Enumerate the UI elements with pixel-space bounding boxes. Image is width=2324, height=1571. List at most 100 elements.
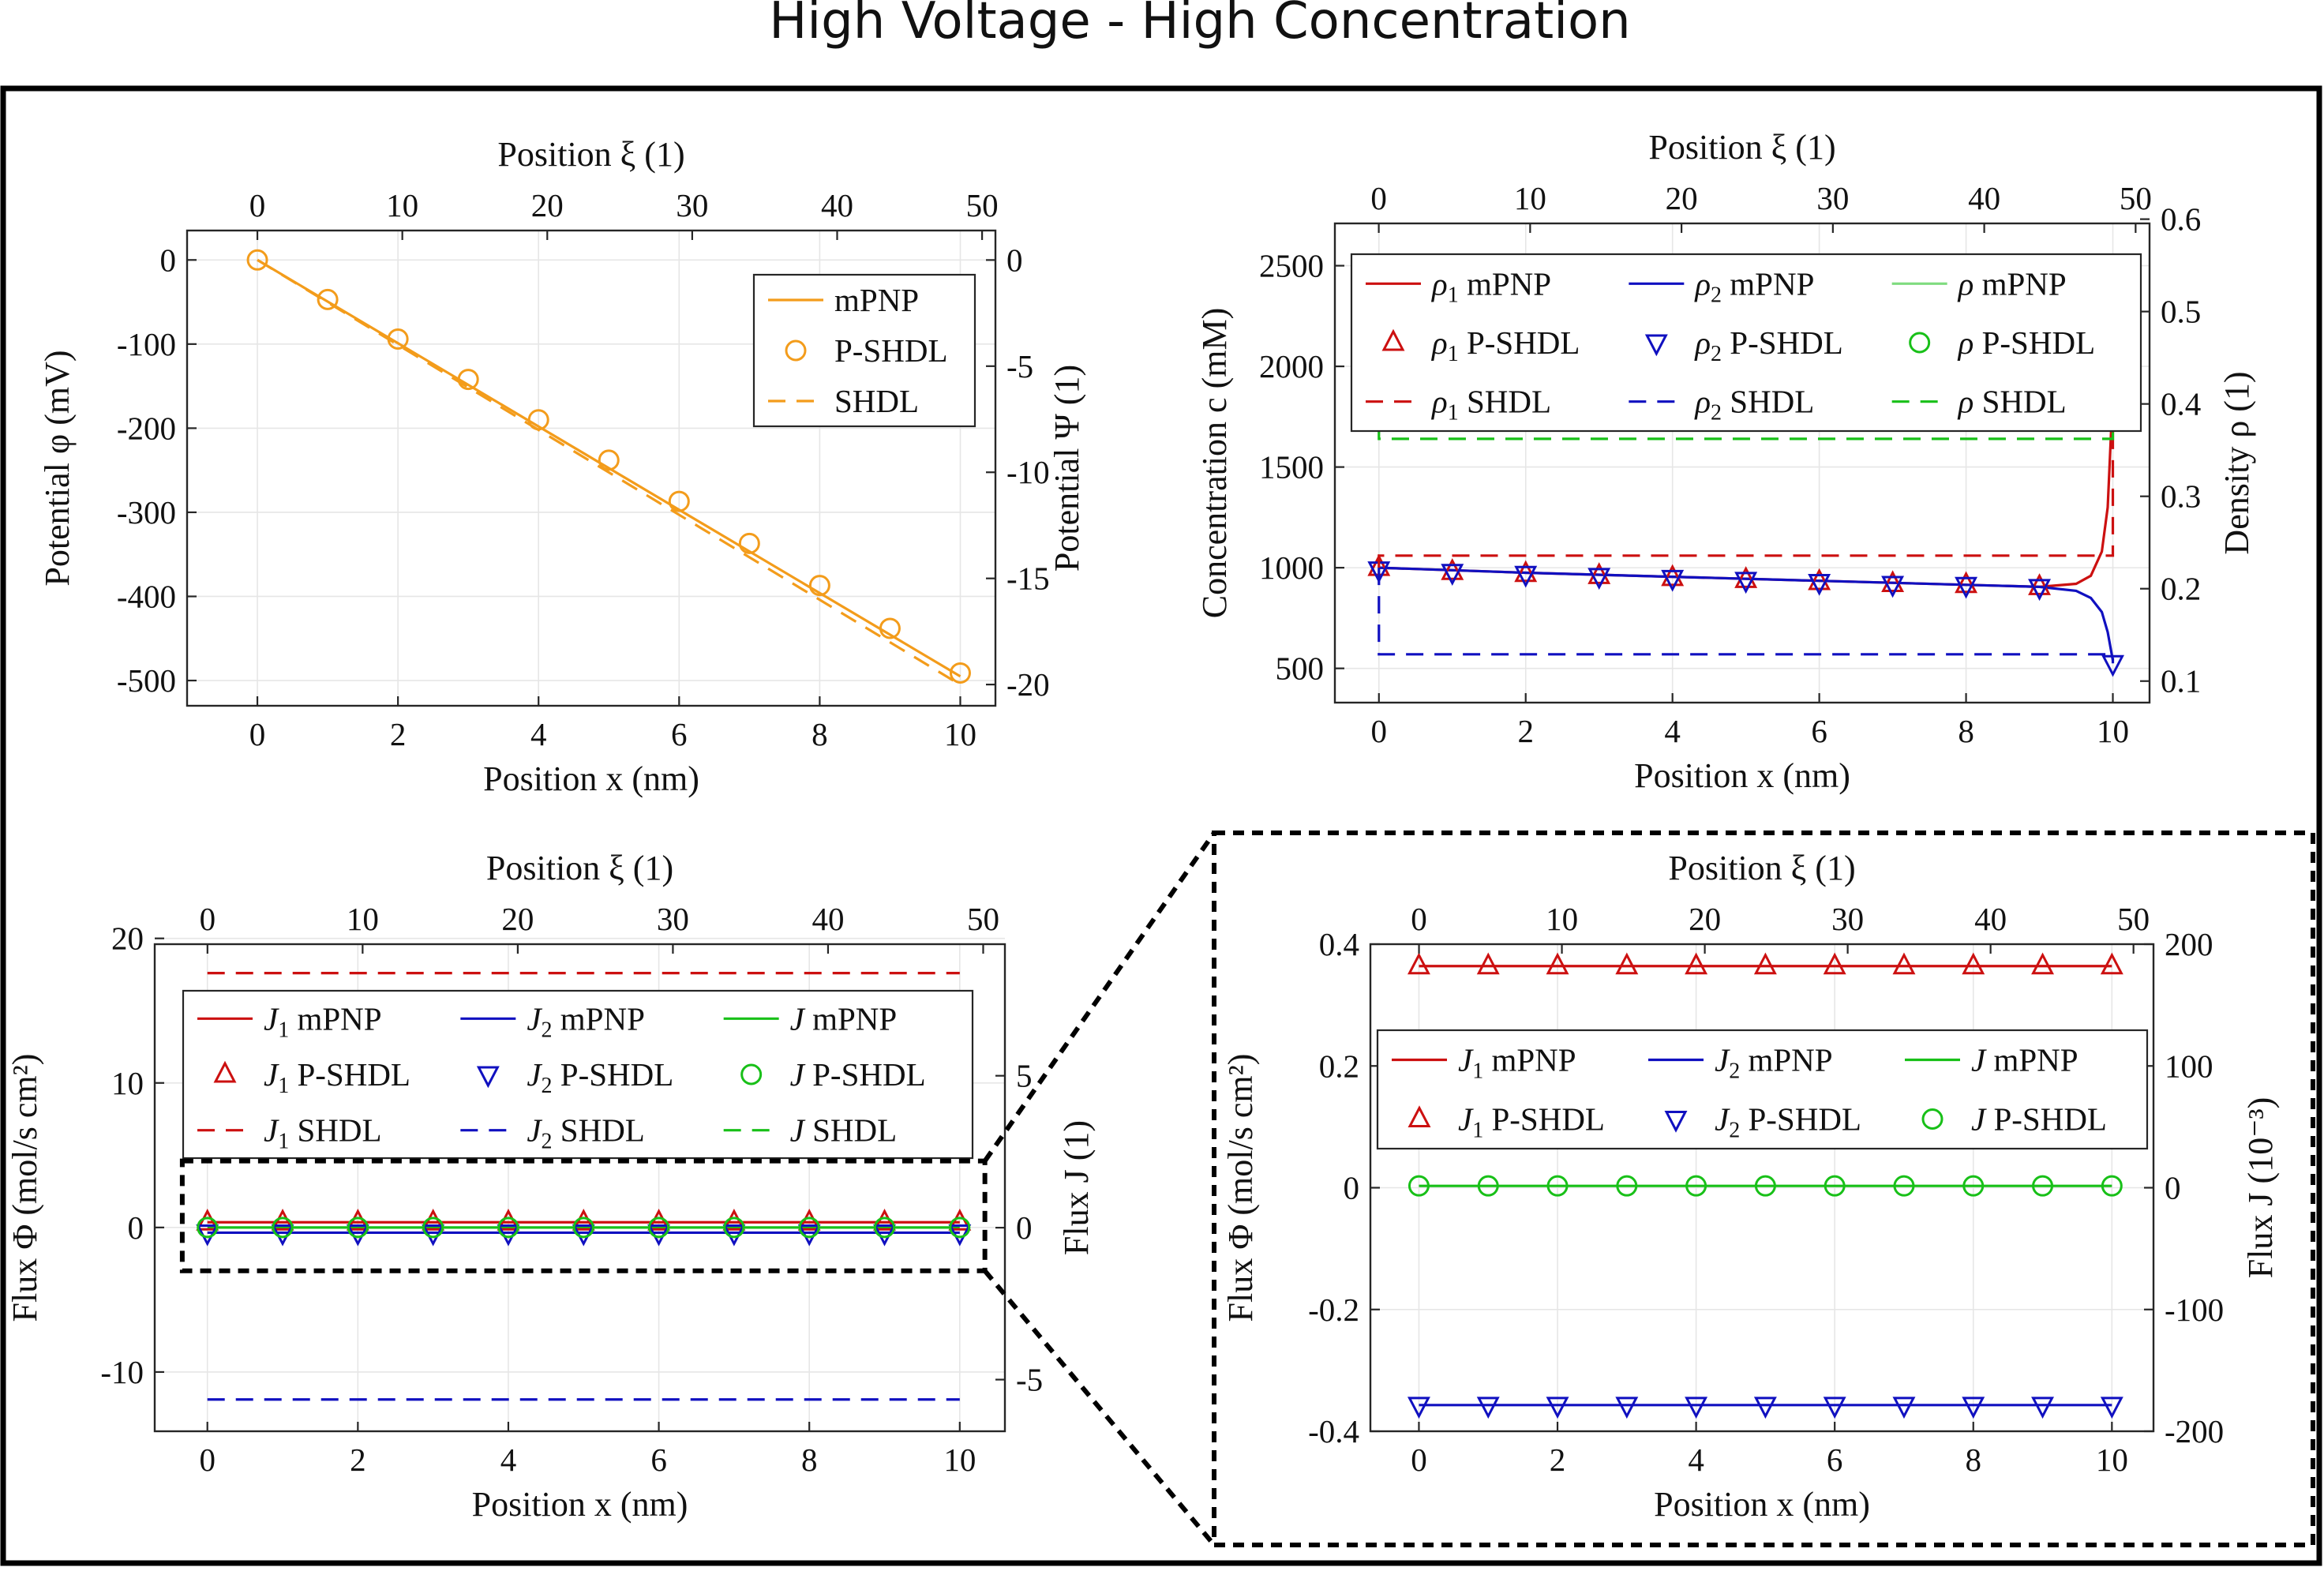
x2-tick-label: 50 <box>967 901 999 937</box>
series-j-p-shdl-point <box>723 1217 745 1239</box>
legend-label: ρ2 mPNP <box>1693 265 1814 307</box>
series--2-p-shdl-point <box>1955 576 1978 599</box>
series-j2-p-shdl-point <box>2031 1397 2055 1419</box>
series-j-p-shdl-point <box>949 1217 971 1239</box>
x2-tick-label: 10 <box>1546 901 1578 937</box>
axes-box <box>186 229 997 707</box>
series--1-p-shdl-point <box>1881 570 1905 593</box>
x-tick-label: 4 <box>1664 713 1681 749</box>
legend-swatch <box>1909 332 1931 354</box>
legend-label: J2 SHDL <box>527 1112 645 1154</box>
y-tick-label: 2000 <box>1259 348 1324 384</box>
series--1-shdl-line <box>1378 388 2115 568</box>
series--2-p-shdl-point <box>2028 579 2052 602</box>
y2-tick-label: 0.5 <box>2161 294 2201 330</box>
legend-label: ρ mPNP <box>1957 265 2067 302</box>
y2-axis-label: Density ρ (1) <box>2217 371 2256 554</box>
legend-label: P-SHDL <box>834 332 948 369</box>
x-tick-label: 6 <box>650 1442 667 1478</box>
y-tick-label: -300 <box>117 494 176 531</box>
y-tick-label: -0.2 <box>1308 1292 1359 1328</box>
series-j1-p-shdl-point <box>1823 952 1846 975</box>
x-axis-label: Position x (nm) <box>1634 756 1850 795</box>
legend-label: J1 SHDL <box>264 1112 382 1154</box>
series--2-mpnp-line <box>1378 566 2115 661</box>
legend-label: ρ P-SHDL <box>1957 324 2095 361</box>
series--1-p-shdl-point <box>1955 571 1978 594</box>
legend: J1 mPNP J2 mPNP J mPNP J1 P-SHDL J2 P-SHDL J … <box>1376 1029 2149 1150</box>
series-j2-p-shdl-point <box>1615 1397 1639 1419</box>
potential-panel: 0 2 4 6 8 100 10 20 30 40 500-100-200-300-400-5000… <box>38 135 1086 798</box>
x-axis-label: Position x (nm) <box>1654 1485 1870 1524</box>
legend-label: ρ2 SHDL <box>1693 384 1814 426</box>
series-p-shdl-point <box>668 490 690 512</box>
legend-swatch <box>740 1063 763 1085</box>
legend-label: SHDL <box>834 383 919 419</box>
legend-swatch <box>785 339 807 362</box>
legend-label: mPNP <box>834 282 919 318</box>
series--2-p-shdl-point <box>1587 568 1611 591</box>
legend-marker <box>740 1063 763 1085</box>
x2-tick-label: 20 <box>1689 901 1721 937</box>
y2-tick-label: -5 <box>1016 1362 1043 1398</box>
x-tick-label: 6 <box>1811 713 1827 749</box>
series-j-p-shdl-point <box>2032 1175 2054 1197</box>
y2-axis-label: Flux J (10⁻³) <box>2241 1097 2280 1279</box>
legend-swatch <box>213 1060 237 1083</box>
x-tick-label: 2 <box>390 716 407 752</box>
zoom-connector-top <box>983 831 1216 1163</box>
series--1-p-shdl-point <box>1734 566 1758 588</box>
legend-label: ρ2 P-SHDL <box>1693 324 1842 366</box>
series-j2-p-shdl-point <box>1407 1397 1430 1419</box>
x2-tick-label: 50 <box>966 187 999 223</box>
y-tick-label: 1000 <box>1259 549 1324 586</box>
y-tick-label: -100 <box>117 326 176 362</box>
series-j-p-shdl-point <box>272 1217 294 1239</box>
y2-tick-label: -100 <box>2165 1292 2224 1328</box>
y2-tick-label: 0 <box>1016 1209 1033 1246</box>
x2-axis-label: Position ξ (1) <box>1648 128 1835 167</box>
legend-marker <box>785 339 807 362</box>
series--1-p-shdl-point <box>1587 562 1611 584</box>
series-j2-p-shdl-point <box>2100 1397 2123 1419</box>
y2-tick-label: -10 <box>1006 454 1050 490</box>
series-j-p-shdl-point <box>1616 1175 1638 1197</box>
series-j1-p-shdl-point <box>1407 952 1430 975</box>
series--2-shdl-line <box>1378 568 2115 664</box>
legend: mPNP P-SHDL SHDL <box>752 273 976 428</box>
legend-marker <box>1909 332 1931 354</box>
legend-swatch <box>1381 328 1405 351</box>
x-tick-label: 2 <box>1517 713 1534 749</box>
x-tick-label: 10 <box>944 716 976 752</box>
x2-tick-label: 20 <box>501 901 534 937</box>
legend-box <box>1376 1029 2149 1150</box>
y-tick-label: 20 <box>111 920 144 957</box>
legend-marker <box>476 1066 500 1089</box>
series-j1-p-shdl-point <box>1753 952 1777 975</box>
zoom-connector-bottom <box>983 1269 1216 1547</box>
legend-marker <box>1381 328 1405 351</box>
zoom-annotation <box>179 830 2315 1547</box>
series-j-p-shdl-point <box>422 1217 444 1239</box>
series-j-p-shdl-point <box>1893 1175 1915 1197</box>
legend-swatch <box>1408 1105 1431 1127</box>
y-axis-label: Flux Φ (mol/s cm²) <box>6 1054 44 1322</box>
series-j-p-shdl-point <box>572 1217 594 1239</box>
y2-tick-label: 0 <box>2165 1170 2181 1206</box>
x-tick-label: 10 <box>943 1442 976 1478</box>
y2-axis-label: Flux J (1) <box>1057 1120 1096 1255</box>
series-p-shdl-point <box>879 617 901 639</box>
series-j-p-shdl-point <box>648 1217 670 1239</box>
legend-swatch <box>476 1066 500 1089</box>
axes-box <box>153 943 1006 1433</box>
series--2-p-shdl-point <box>1808 573 1831 596</box>
legend-label: ρ1 SHDL <box>1430 384 1551 426</box>
series-p-shdl-point <box>738 532 760 554</box>
y-tick-label: 2500 <box>1259 248 1324 284</box>
legend-box <box>182 989 974 1160</box>
series--1-p-shdl-point <box>1661 564 1685 587</box>
series--1-p-shdl-point <box>2028 573 2052 595</box>
y-tick-label: -200 <box>117 410 176 446</box>
x2-axis-label: Position ξ (1) <box>1668 849 1855 887</box>
